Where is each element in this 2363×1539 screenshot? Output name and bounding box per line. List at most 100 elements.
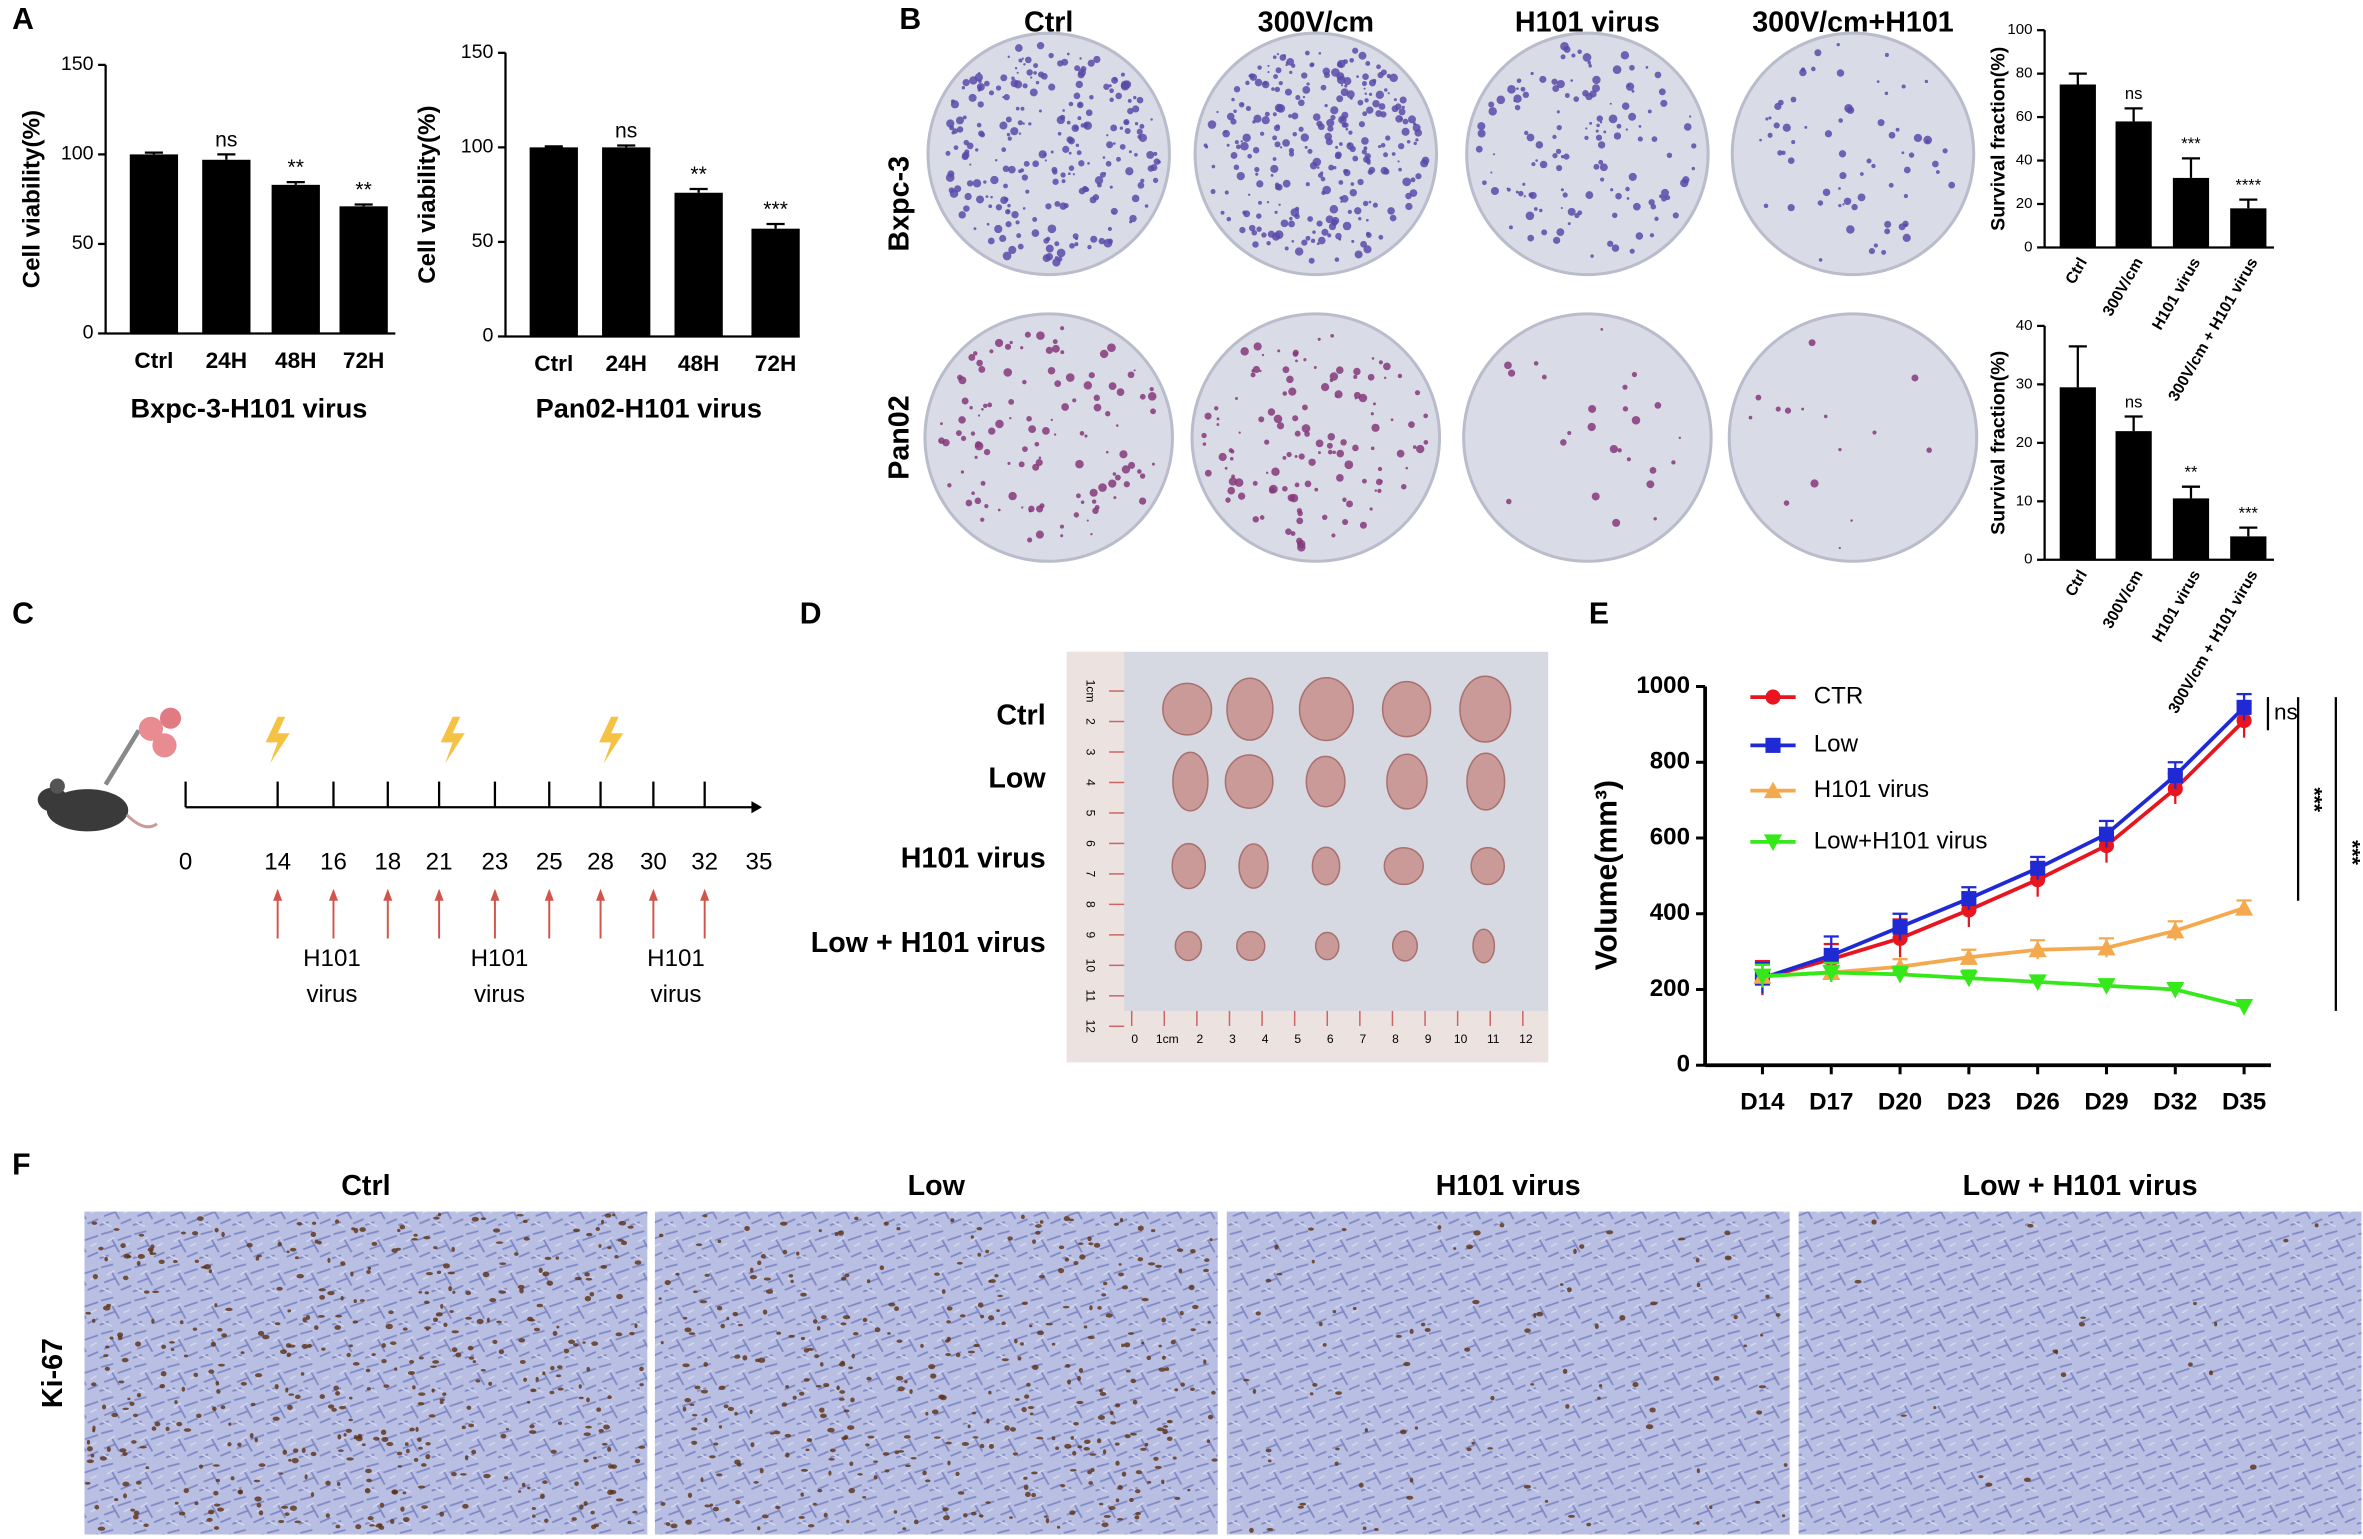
stained-nucleus	[168, 1341, 176, 1344]
colony	[1871, 163, 1876, 169]
stained-nucleus	[417, 1437, 422, 1442]
stained-nucleus	[1567, 1287, 1572, 1293]
colony	[1556, 79, 1565, 89]
colony	[1216, 417, 1220, 421]
colony	[963, 205, 970, 212]
colony	[1109, 97, 1114, 102]
mouse-illustration	[37, 707, 182, 832]
colony	[1204, 412, 1212, 420]
colony	[1838, 546, 1841, 550]
colony	[988, 427, 996, 435]
stained-nucleus	[225, 1307, 233, 1312]
plate	[1727, 312, 1979, 563]
stained-nucleus	[540, 1493, 545, 1499]
colony	[1294, 430, 1301, 437]
stained-nucleus	[466, 1405, 472, 1410]
colony	[1838, 203, 1842, 208]
colony	[1057, 131, 1062, 136]
stained-nucleus	[604, 1213, 612, 1218]
colony	[1850, 519, 1853, 522]
tumor	[1298, 677, 1354, 742]
stained-nucleus	[1756, 1410, 1763, 1415]
colony	[1346, 90, 1355, 99]
stained-nucleus	[1067, 1379, 1071, 1385]
stained-nucleus	[1174, 1496, 1181, 1500]
stained-nucleus	[201, 1266, 207, 1269]
panel-label: A	[12, 3, 34, 36]
panel-label: B	[899, 3, 921, 36]
stained-nucleus	[1032, 1239, 1036, 1244]
stained-nucleus	[514, 1252, 519, 1256]
colony	[1226, 143, 1230, 147]
stained-nucleus	[1696, 1282, 1701, 1288]
stained-nucleus	[1117, 1484, 1123, 1491]
colony	[1567, 222, 1571, 226]
stained-nucleus	[170, 1348, 175, 1351]
colony	[1380, 111, 1387, 118]
stained-nucleus	[866, 1376, 872, 1381]
colony	[1009, 340, 1013, 345]
bar	[339, 206, 388, 334]
y-tick-label: 0	[2024, 238, 2032, 255]
colony	[1541, 229, 1548, 236]
colony	[1790, 96, 1797, 103]
colony	[1369, 507, 1373, 511]
colony	[1342, 497, 1347, 502]
stained-nucleus	[227, 1442, 232, 1447]
stained-nucleus	[109, 1336, 114, 1340]
stained-nucleus	[381, 1437, 389, 1442]
colony	[1658, 88, 1666, 96]
stained-nucleus	[1524, 1328, 1531, 1333]
stained-nucleus	[862, 1317, 868, 1323]
colony	[1241, 103, 1244, 106]
significance-label: **	[355, 179, 371, 202]
stained-nucleus	[905, 1464, 911, 1468]
stained-nucleus	[658, 1233, 664, 1238]
stained-nucleus	[2052, 1349, 2058, 1353]
colony	[1005, 221, 1012, 228]
stained-nucleus	[1161, 1317, 1167, 1323]
stained-nucleus	[840, 1322, 847, 1326]
stained-nucleus	[556, 1325, 560, 1329]
stained-nucleus	[482, 1271, 490, 1278]
colony	[1018, 132, 1022, 135]
colony	[1264, 439, 1270, 445]
colony	[1045, 346, 1053, 354]
stained-nucleus	[1170, 1339, 1176, 1345]
stained-nucleus	[418, 1446, 423, 1450]
colony	[1147, 392, 1157, 401]
stained-nucleus	[744, 1225, 750, 1231]
stained-nucleus	[230, 1476, 235, 1481]
stained-nucleus	[122, 1481, 130, 1487]
stained-nucleus	[694, 1385, 701, 1390]
stained-nucleus	[350, 1271, 354, 1277]
colony	[1068, 172, 1071, 176]
colony	[1076, 493, 1081, 499]
colony	[1354, 250, 1363, 259]
colony	[1366, 106, 1374, 114]
stained-nucleus	[183, 1488, 190, 1494]
colony	[1342, 221, 1352, 231]
colony	[1413, 141, 1417, 146]
colony	[1368, 200, 1372, 204]
stained-nucleus	[988, 1390, 992, 1395]
point	[2028, 940, 2047, 958]
stained-nucleus	[930, 1373, 937, 1379]
colony	[1612, 212, 1618, 219]
stained-nucleus	[285, 1387, 289, 1393]
stained-nucleus	[447, 1271, 455, 1275]
stained-nucleus	[353, 1434, 358, 1440]
stained-nucleus	[785, 1385, 790, 1389]
stained-nucleus	[143, 1523, 149, 1527]
stained-nucleus	[629, 1331, 635, 1336]
stained-nucleus	[1115, 1403, 1121, 1408]
stained-nucleus	[542, 1480, 548, 1484]
stained-nucleus	[836, 1385, 840, 1391]
stained-nucleus	[135, 1341, 142, 1347]
stained-nucleus	[800, 1292, 807, 1297]
stained-nucleus	[349, 1396, 353, 1400]
colony	[1556, 110, 1560, 114]
colony	[980, 480, 986, 486]
colony	[1342, 518, 1349, 526]
colony	[1067, 137, 1075, 145]
